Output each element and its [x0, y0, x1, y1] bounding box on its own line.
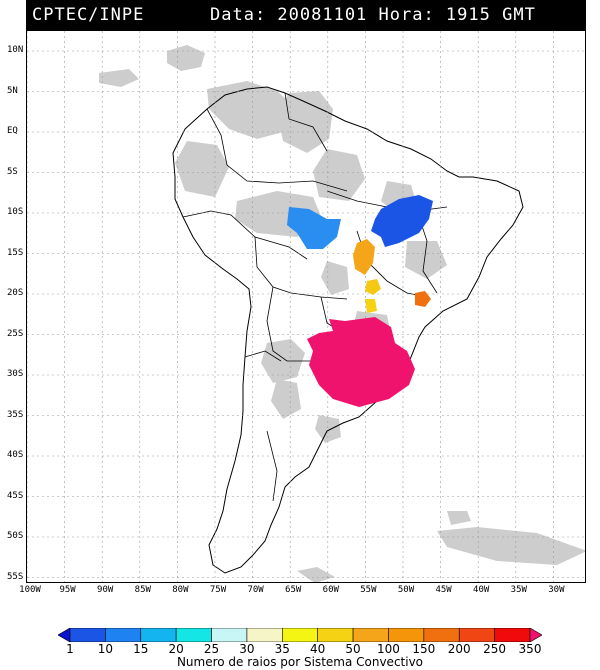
system-orange-south [365, 299, 377, 313]
cloud-patch [405, 241, 447, 279]
longitude-label: 60W [322, 585, 339, 595]
colorbar-tick-label: 20 [168, 642, 184, 656]
system-magenta [307, 317, 415, 407]
system-orange-small [365, 279, 381, 295]
colorbar-tick-label: 1 [66, 642, 74, 656]
longitude-label: 45W [435, 585, 452, 595]
latitude-label: 15S [7, 247, 24, 258]
longitude-label: 90W [97, 585, 114, 595]
colorbar-segment [246, 628, 283, 642]
colorbar-tick-label: 35 [274, 642, 290, 656]
map-canvas [27, 31, 585, 582]
latitude-label: 25S [7, 328, 24, 339]
colorbar-tick-label: 150 [412, 642, 436, 656]
colorbar-tick-label: 30 [239, 642, 255, 656]
latitude-label: 10N [7, 45, 24, 55]
colorbar-tick-label: 50 [345, 642, 361, 656]
colorbar-low-arrow [58, 628, 71, 642]
latitude-label: 35S [7, 409, 24, 420]
colorbar-segment [494, 628, 531, 642]
colorbar-segment [105, 628, 142, 642]
system-orange [353, 239, 375, 275]
colorbar-tick-label: 40 [310, 642, 326, 656]
latitude-label: 50S [7, 531, 24, 541]
cloud-patch [437, 527, 585, 565]
colorbar-segment [458, 628, 495, 642]
cloud-patch [207, 81, 297, 139]
colorbar-segment [211, 628, 248, 642]
cloud-patch [271, 379, 301, 419]
longitude-label: 80W [172, 585, 189, 595]
longitude-label: 75W [209, 585, 227, 595]
colorbar-tick-label: 15 [133, 642, 149, 656]
south-america-coastline [172, 86, 524, 574]
longitude-label: 30W [548, 585, 565, 595]
longitude-label: 70W [247, 585, 264, 595]
cloud-patch [447, 511, 471, 525]
cloud-patch [167, 45, 205, 71]
longitude-label: 100W [19, 585, 41, 595]
datetime-title: Data: 20081101 Hora: 1915 GMT [210, 5, 536, 25]
latitude-label: 5N [7, 85, 18, 96]
latitude-label: 55S [7, 571, 24, 582]
colorbar-segment [282, 628, 318, 642]
longitude-label: 95W [59, 585, 76, 595]
colorbar-tick-label: 10 [97, 642, 114, 656]
source-title: CPTEC/INPE [32, 5, 145, 25]
latitude-label: EQ [7, 126, 18, 136]
cloud-patch [277, 91, 333, 153]
colorbar-segment [140, 628, 177, 642]
cloud-patch [315, 415, 341, 443]
map-header: CPTEC/INPE Data: 20081101 Hora: 1915 GMT [26, 0, 586, 30]
colorbar-segment [175, 628, 212, 642]
cloud-patch [175, 141, 229, 197]
system-light-blue [287, 207, 341, 249]
cloud-layer [99, 45, 585, 582]
latitude-label: 30S [7, 369, 24, 379]
latitude-label: 40S [7, 450, 24, 460]
cloud-patch [261, 339, 305, 383]
cloud-patch [297, 567, 335, 582]
cloud-patch [313, 149, 365, 201]
country-borders [182, 92, 448, 502]
colorbar-tick-label: 200 [447, 642, 471, 656]
system-blue [371, 195, 433, 247]
longitude-label: 50W [397, 585, 415, 595]
longitude-label: 40W [473, 585, 490, 595]
colorbar-title: Numero de raios por Sistema Convectivo [176, 655, 424, 669]
colorbar-segment [388, 628, 425, 642]
longitude-label: 65W [285, 585, 302, 595]
latitude-label: 10S [7, 207, 24, 217]
cloud-patch [99, 69, 139, 87]
longitude-label: 85W [134, 585, 151, 595]
colorbar-tick-label: 100 [377, 642, 400, 656]
longitude-label: 55W [360, 585, 377, 595]
latitude-label: 20S [7, 288, 24, 298]
latitude-label: 45S [7, 490, 24, 501]
colorbar-segment [317, 628, 354, 642]
colorbar [58, 628, 542, 642]
convective-systems [287, 195, 433, 407]
colorbar-tick-label: 25 [203, 642, 220, 656]
colorbar-segment [352, 628, 389, 642]
colorbar-tick-label: 250 [483, 642, 507, 656]
map-frame [26, 30, 586, 583]
latitude-label: 5S [7, 166, 18, 177]
colorbar-segment [69, 628, 106, 642]
system-dark-orange [415, 291, 431, 307]
colorbar-segment [423, 628, 460, 642]
colorbar-tick-label: 350 [518, 642, 542, 656]
longitude-label: 35W [510, 585, 527, 595]
colorbar-high-arrow [529, 628, 542, 642]
cloud-patch [321, 261, 349, 295]
